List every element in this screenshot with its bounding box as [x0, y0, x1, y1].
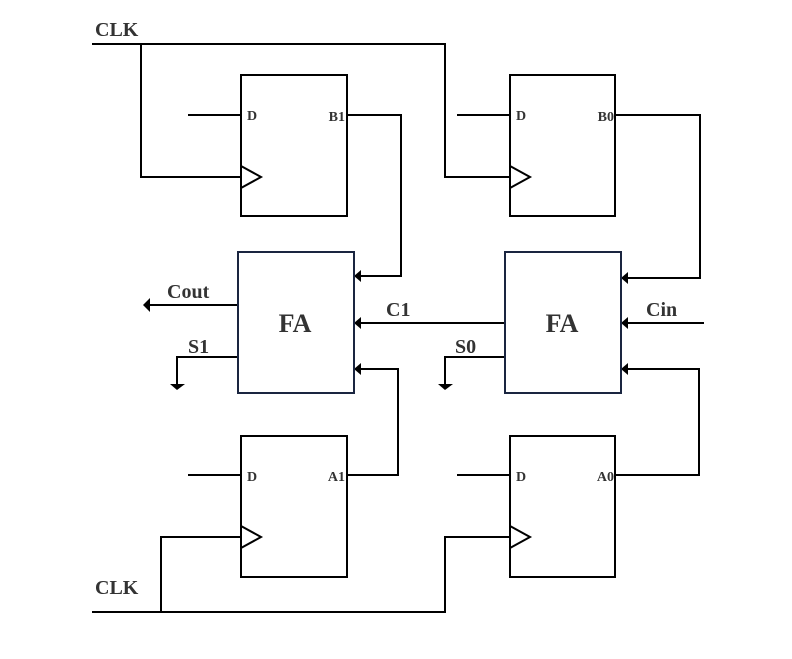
flipflop-a0-clock-triangle [509, 525, 533, 549]
a1-to-fa-left-wire [347, 368, 399, 476]
cout-label: Cout [167, 281, 210, 303]
flipflop-b1-q-label: B1 [329, 110, 345, 125]
c1-arrowhead [354, 317, 361, 329]
signal-labels: CLK CLK Cout S1 C1 S0 Cin [95, 19, 677, 599]
b0-fa-arrowhead [621, 272, 628, 284]
flipflop-a1: D A1 [240, 435, 348, 578]
b0-to-fa-right-wire [615, 114, 701, 279]
flipflop-a1-body [240, 435, 348, 578]
flipflop-b1-d-label: D [247, 109, 257, 124]
flipflop-b1-body [240, 74, 348, 217]
b1-fa-arrowhead [354, 270, 361, 282]
flipflop-b1: D B1 [240, 74, 348, 217]
flipflop-b0-q-label: B0 [598, 110, 614, 125]
arrowheads [143, 270, 628, 390]
cin-arrowhead [621, 317, 628, 329]
c1-label: C1 [386, 299, 410, 321]
clk-top-label: CLK [95, 19, 139, 41]
flipflop-a0-body [509, 435, 616, 578]
s1-label: S1 [188, 336, 209, 358]
a1-fa-arrowhead [354, 363, 361, 375]
flipflop-a1-d-label: D [247, 470, 257, 485]
full-adder-left: FA [237, 251, 355, 394]
cin-label: Cin [646, 299, 677, 321]
s0-wire [444, 356, 505, 384]
s0-arrowhead [438, 384, 453, 390]
flipflop-b1-clock-triangle [240, 165, 264, 189]
flipflop-a0: D A0 [509, 435, 616, 578]
clk-bottom-label: CLK [95, 577, 139, 599]
full-adder-left-body [237, 251, 355, 394]
s1-wire [176, 356, 238, 384]
flipflop-b0-body [509, 74, 616, 217]
cout-arrowhead [143, 298, 150, 312]
flipflop-b0: D B0 [509, 74, 616, 217]
s1-arrowhead [170, 384, 185, 390]
flipflop-a1-q-label: A1 [328, 470, 345, 485]
flipflop-b0-clock-triangle [509, 165, 533, 189]
s0-label: S0 [455, 336, 476, 358]
flipflop-b0-d-label: D [516, 109, 526, 124]
clk-top-wire [92, 43, 510, 178]
wires [92, 43, 704, 613]
a0-to-fa-right-wire [615, 368, 700, 476]
clk-bottom-wire [92, 536, 510, 613]
flipflop-a0-q-label: A0 [597, 470, 614, 485]
full-adder-right-label: FA [546, 309, 579, 338]
full-adder-left-label: FA [279, 309, 312, 338]
flipflop-a1-clock-triangle [240, 525, 264, 549]
full-adder-right: FA [504, 251, 622, 394]
flipflop-a0-d-label: D [516, 470, 526, 485]
b1-to-fa-left-wire [347, 114, 402, 277]
full-adder-right-body [504, 251, 622, 394]
a0-fa-arrowhead [621, 363, 628, 375]
